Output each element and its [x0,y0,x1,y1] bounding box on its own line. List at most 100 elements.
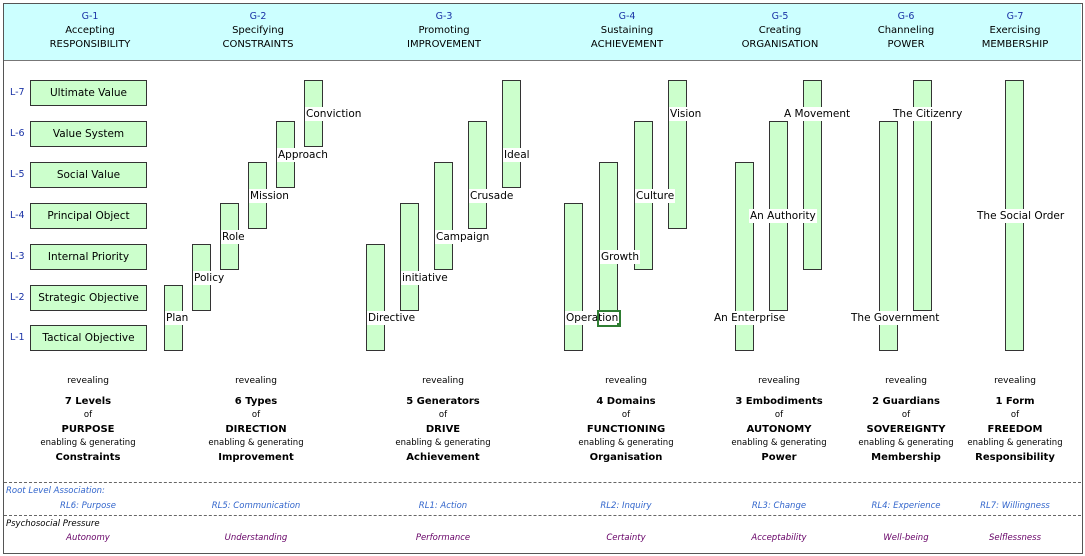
pressure-item: Performance [415,533,471,543]
bar-label-campaign: Campaign [435,230,491,244]
bar-label-social-order: The Social Order [976,209,1066,223]
header-line2: IMPROVEMENT [407,39,481,50]
bar-g3-crusade[interactable] [468,121,487,229]
header-code: G-5 [771,11,789,22]
header-code: G-3 [435,11,453,22]
footer-g1: revealing 7 Levels of PURPOSE enabling &… [18,374,158,465]
level-tag-6: L-6 [10,128,25,139]
pressure-item: Well-being [883,533,929,543]
level-box-4[interactable]: Principal Object [30,203,147,229]
bar-g3-directive[interactable] [366,244,385,351]
footer-enabling: enabling & generating [731,438,827,448]
header-line2: MEMBERSHIP [981,39,1049,50]
bar-label-vision: Vision [669,107,703,121]
level-box-5[interactable]: Social Value [30,162,147,188]
header-line1: Channeling [877,25,935,36]
bar-label-initiative: initiative [401,271,449,285]
footer-last: Responsibility [975,452,1055,463]
footer-last: Membership [871,452,941,463]
pressure-item: Acceptability [751,533,807,543]
bar-g4-vision[interactable] [668,80,687,229]
bar-label-crusade: Crusade [469,189,515,203]
footer-count: 4 Domains [596,396,656,407]
root-level-item: RL5: Communication [211,501,301,511]
footer-enabling: enabling & generating [208,438,304,448]
bar-label-growth: Growth [600,250,641,264]
header-line1: Creating [758,25,802,36]
footer-main: AUTONOMY [746,424,812,435]
bar-label-approach: Approach [277,148,329,162]
footer-of: of [621,410,631,420]
footer-g6: revealing 2 Guardians of SOVEREIGNTY ena… [836,374,976,465]
footer-last: Improvement [218,452,294,463]
footer-enabling: enabling & generating [40,438,136,448]
bar-g4-growth[interactable] [599,162,618,311]
header-g3: G-3 Promoting IMPROVEMENT [374,10,514,52]
header-line2: CONSTRAINTS [222,39,294,50]
level-box-3[interactable]: Internal Priority [30,244,147,270]
footer-g4: revealing 4 Domains of FUNCTIONING enabl… [556,374,696,465]
footer-of: of [774,410,784,420]
root-level-item: RL2: Inquiry [600,501,652,511]
header-line1: Promoting [418,25,470,36]
header-code: G-4 [618,11,636,22]
header-line1: Accepting [65,25,115,36]
level-box-1[interactable]: Tactical Objective [30,325,147,351]
bar-g4-operation[interactable] [564,203,583,351]
bar-g3-initiative[interactable] [400,203,419,311]
bar-g6-citizenry[interactable] [913,80,932,311]
footer-last: Power [761,452,797,463]
bar-label-movement: A Movement [783,107,852,121]
footer-of: of [901,410,911,420]
pressure-item: Autonomy [66,533,110,543]
header-code: G-2 [249,11,267,22]
diagram-frame [3,3,1083,554]
footer-revealing: revealing [235,376,277,386]
bar-label-ideal: Ideal [503,148,531,162]
footer-count: 3 Embodiments [735,396,823,407]
footer-g7: revealing 1 Form of FREEDOM enabling & g… [945,374,1085,465]
level-box-2[interactable]: Strategic Objective [30,285,147,311]
footer-main: DRIVE [425,424,461,435]
level-tag-7: L-7 [10,87,25,98]
level-tag-2: L-2 [10,292,25,303]
header-line2: RESPONSIBILITY [49,39,131,50]
level-tag-5: L-5 [10,169,25,180]
footer-count: 1 Form [995,396,1035,407]
header-g4: G-4 Sustaining ACHIEVEMENT [557,10,697,52]
footer-enabling: enabling & generating [967,438,1063,448]
level-box-6[interactable]: Value System [30,121,147,147]
level-box-7[interactable]: Ultimate Value [30,80,147,106]
footer-main: FUNCTIONING [586,424,666,435]
footer-last: Constraints [55,452,121,463]
selection-handle[interactable] [617,323,621,327]
footer-of: of [251,410,261,420]
bar-label-policy: Policy [193,271,226,285]
footer-of: of [1010,410,1020,420]
bar-label-citizenry: The Citizenry [892,107,964,121]
footer-revealing: revealing [885,376,927,386]
pressure-item: Certainty [606,533,646,543]
footer-count: 5 Generators [406,396,480,407]
footer-enabling: enabling & generating [578,438,674,448]
header-band: G-1 Accepting RESPONSIBILITY G-2 Specify… [4,4,1081,61]
pressure-title: Psychosocial Pressure [6,519,100,529]
root-level-item: RL4: Experience [871,501,941,511]
header-g6: G-6 Channeling POWER [836,10,976,52]
header-g1: G-1 Accepting RESPONSIBILITY [20,10,160,52]
footer-count: 7 Levels [64,396,112,407]
bar-g6-government[interactable] [879,121,898,351]
footer-last: Organisation [589,452,663,463]
header-g2: G-2 Specifying CONSTRAINTS [188,10,328,52]
bar-label-directive: Directive [367,311,417,325]
footer-revealing: revealing [605,376,647,386]
divider-root-level [4,482,1081,483]
footer-main: SOVEREIGNTY [866,424,946,435]
bar-g3-campaign[interactable] [434,162,453,270]
level-tag-3: L-3 [10,251,25,262]
footer-revealing: revealing [758,376,800,386]
footer-revealing: revealing [994,376,1036,386]
footer-revealing: revealing [422,376,464,386]
bar-g3-ideal[interactable] [502,80,521,188]
header-line1: Exercising [989,25,1041,36]
